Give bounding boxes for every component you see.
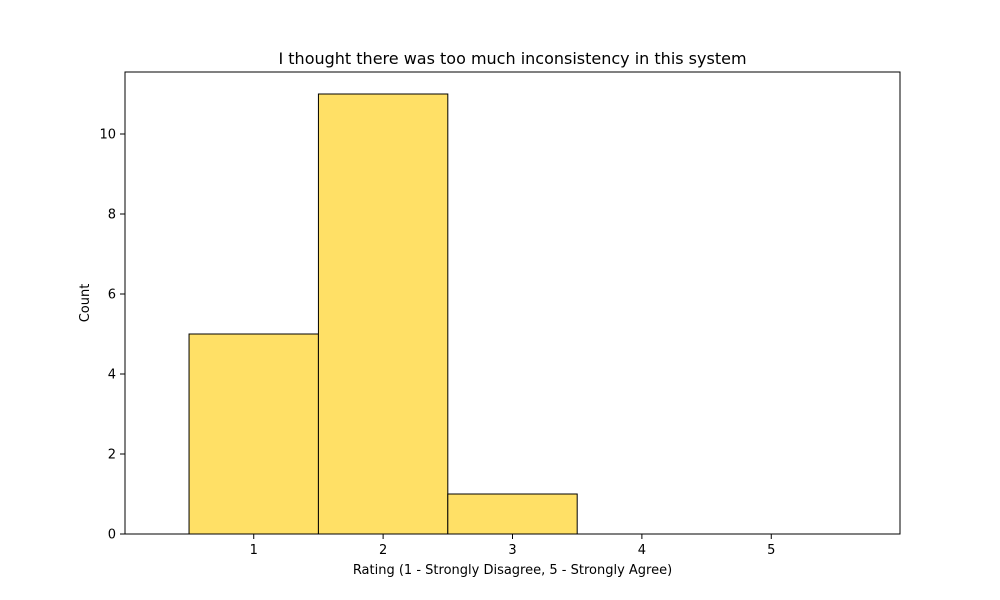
y-axis-ticks: 0 2 4 6 8 10 bbox=[99, 128, 125, 543]
bars-layer bbox=[188, 93, 578, 535]
bar-rating-1 bbox=[188, 333, 319, 535]
chart-title: I thought there was too much inconsisten… bbox=[278, 49, 746, 68]
x-axis-ticks: 1 2 3 4 5 bbox=[250, 534, 775, 558]
x-tick-label: 3 bbox=[508, 543, 516, 558]
x-tick-label: 1 bbox=[250, 543, 258, 558]
y-tick-label: 6 bbox=[108, 288, 116, 303]
x-tick-label: 2 bbox=[379, 543, 387, 558]
y-axis-label: Count bbox=[78, 284, 93, 323]
y-tick-label: 10 bbox=[99, 128, 116, 143]
x-tick-label: 4 bbox=[638, 543, 646, 558]
x-tick-label: 5 bbox=[767, 543, 775, 558]
bar-rating-2 bbox=[317, 93, 449, 535]
y-tick-label: 2 bbox=[108, 448, 116, 463]
y-tick-label: 4 bbox=[108, 368, 116, 383]
bar-rating-3 bbox=[447, 493, 578, 535]
y-tick-label: 8 bbox=[108, 208, 116, 223]
x-axis-label: Rating (1 - Strongly Disagree, 5 - Stron… bbox=[353, 563, 672, 578]
y-tick-label: 0 bbox=[108, 528, 116, 543]
